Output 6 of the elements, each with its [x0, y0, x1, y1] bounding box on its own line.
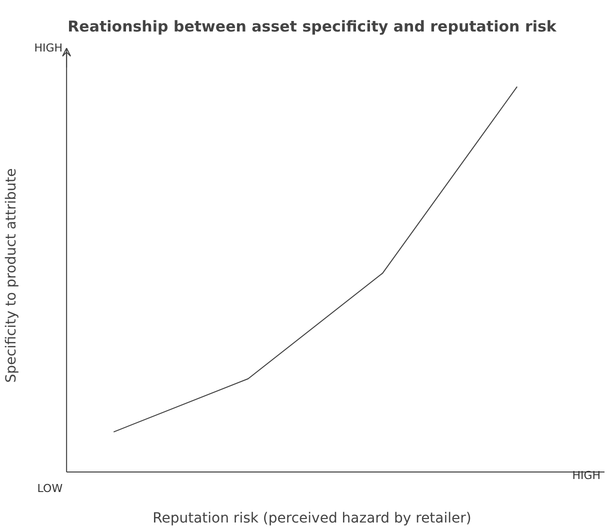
- text: HIGH: [34, 42, 63, 55]
- x-axis-title: Reputation risk (perceived hazard by retailer): [152, 510, 472, 526]
- text: LOW: [37, 482, 63, 495]
- annotation: HIGH: [572, 468, 600, 482]
- y-axis-title: Specificity to product attribute: [4, 168, 20, 383]
- chart-title: Reationship between asset specificity and reputation risk: [68, 18, 558, 36]
